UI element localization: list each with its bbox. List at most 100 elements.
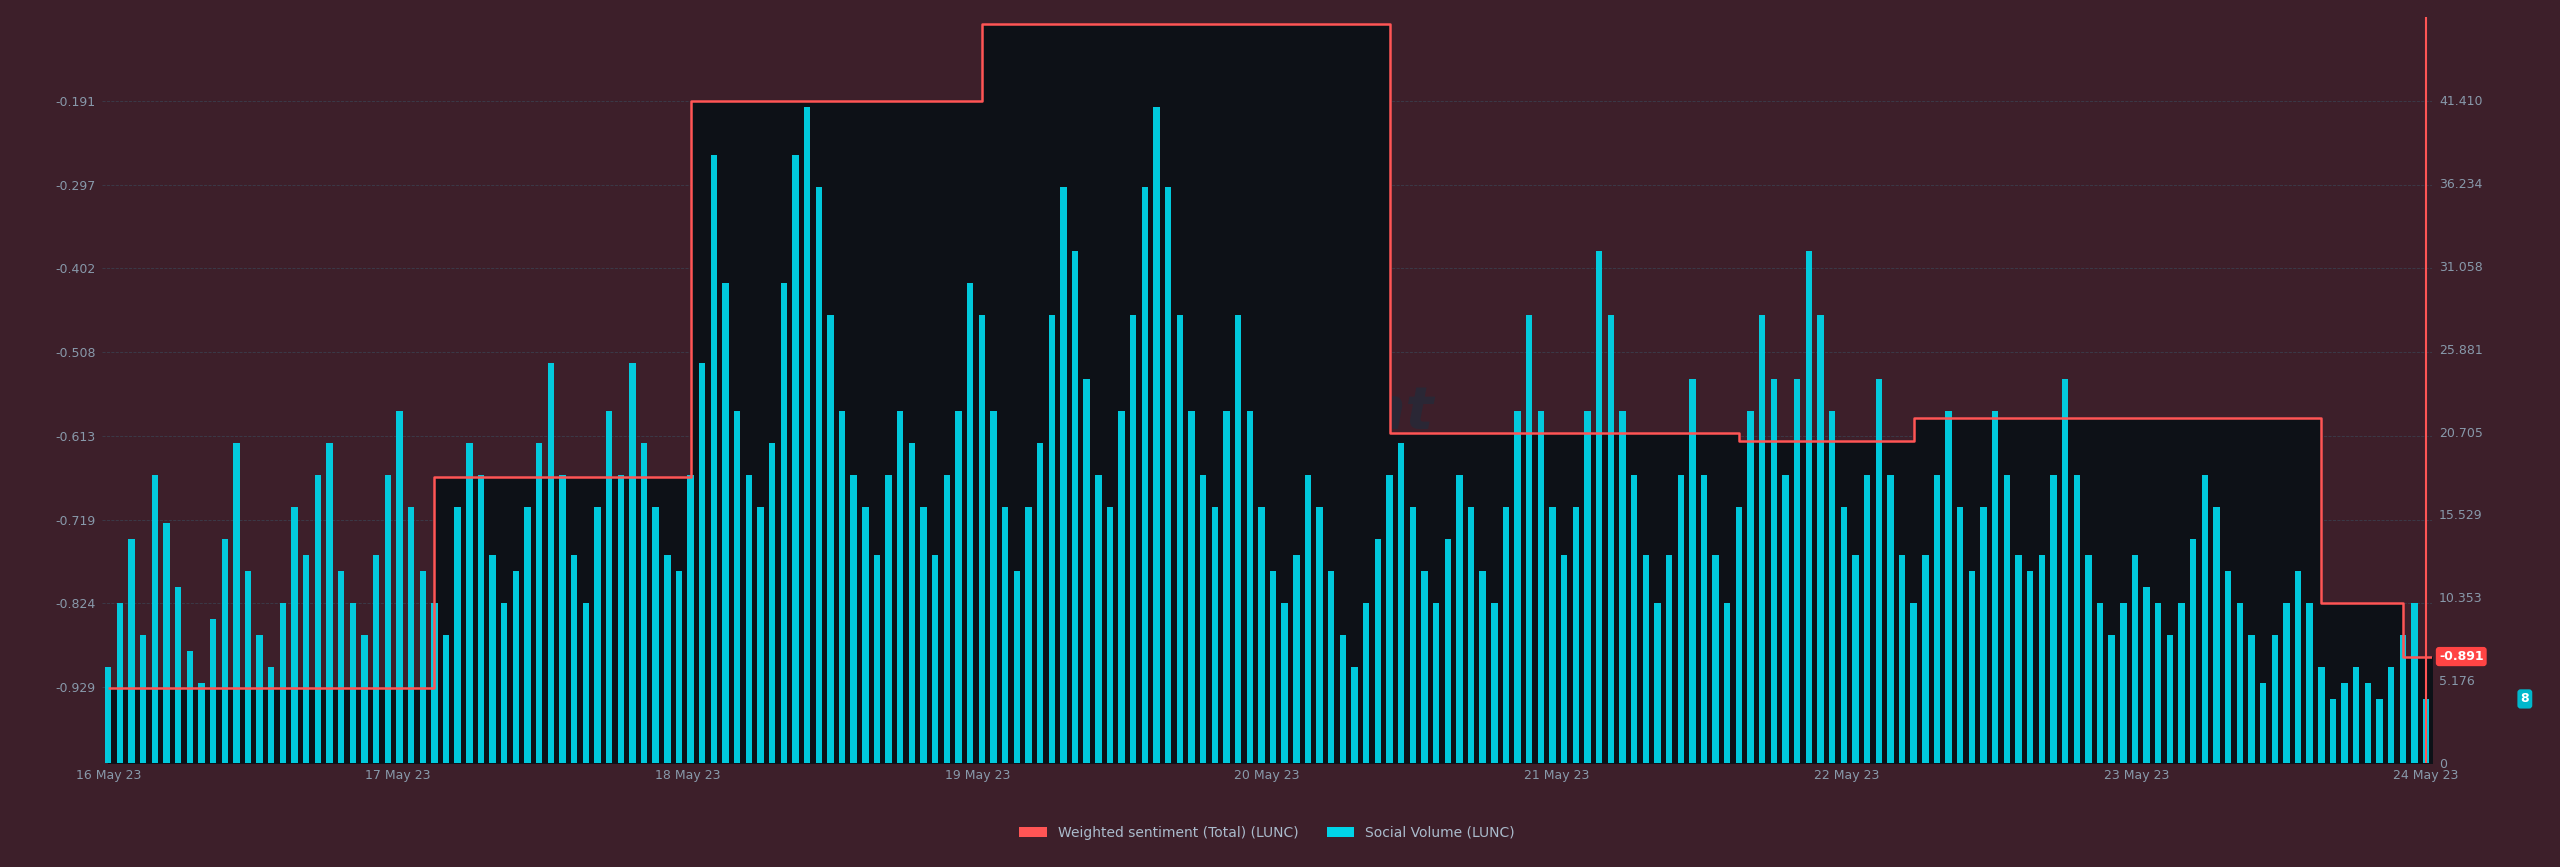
Bar	[2061, 379, 2068, 763]
Bar	[955, 411, 963, 763]
Bar	[1293, 555, 1300, 763]
Bar	[2260, 683, 2266, 763]
Bar	[489, 555, 497, 763]
Bar	[1992, 411, 1999, 763]
Bar	[945, 475, 950, 763]
Bar	[466, 443, 474, 763]
Bar	[1398, 443, 1405, 763]
Bar	[689, 475, 694, 763]
Bar	[2166, 635, 2173, 763]
Bar	[1723, 603, 1731, 763]
Bar	[1772, 379, 1777, 763]
Bar	[325, 443, 333, 763]
Bar	[479, 475, 484, 763]
Bar	[1910, 603, 1917, 763]
Bar	[712, 155, 717, 763]
Bar	[594, 507, 602, 763]
Bar	[922, 507, 927, 763]
Bar	[164, 523, 169, 763]
Bar	[584, 603, 589, 763]
Bar	[978, 315, 986, 763]
Bar	[1667, 555, 1672, 763]
Bar	[1201, 475, 1206, 763]
Bar	[873, 555, 881, 763]
Bar	[1748, 411, 1754, 763]
Bar	[2225, 570, 2232, 763]
Bar	[1713, 555, 1718, 763]
Bar	[2156, 603, 2161, 763]
Bar	[2189, 539, 2196, 763]
Bar	[2109, 635, 2115, 763]
Bar	[1841, 507, 1846, 763]
Bar	[1352, 667, 1357, 763]
Bar	[653, 507, 658, 763]
Bar	[1329, 570, 1334, 763]
Bar	[2284, 603, 2289, 763]
Bar	[269, 667, 274, 763]
Bar	[2353, 667, 2360, 763]
Bar	[1516, 411, 1521, 763]
Bar	[548, 362, 553, 763]
Bar	[2202, 475, 2209, 763]
Bar	[2319, 667, 2324, 763]
Bar	[1211, 507, 1219, 763]
Bar	[896, 411, 904, 763]
Bar	[1119, 411, 1124, 763]
Bar	[2132, 555, 2138, 763]
Bar	[1050, 315, 1055, 763]
Bar	[1631, 475, 1638, 763]
Bar	[827, 315, 835, 763]
Bar	[1981, 507, 1987, 763]
Bar	[361, 635, 369, 763]
Bar	[525, 507, 530, 763]
Bar	[1467, 507, 1475, 763]
Bar	[1549, 507, 1556, 763]
Bar	[863, 507, 868, 763]
Bar	[676, 570, 681, 763]
Bar	[1620, 411, 1626, 763]
Bar	[2330, 699, 2337, 763]
Bar	[420, 570, 425, 763]
Bar	[791, 155, 799, 763]
Bar	[407, 507, 415, 763]
Bar	[105, 667, 113, 763]
Bar	[1690, 379, 1695, 763]
Bar	[128, 539, 136, 763]
Bar	[758, 507, 763, 763]
Bar	[1828, 411, 1836, 763]
Bar	[1257, 507, 1265, 763]
Bar	[1795, 379, 1800, 763]
Bar	[233, 443, 241, 763]
Bar	[2388, 667, 2394, 763]
Bar	[2051, 475, 2056, 763]
Bar	[2038, 555, 2045, 763]
Bar	[1969, 570, 1976, 763]
Bar	[1444, 539, 1452, 763]
Bar	[502, 603, 507, 763]
Bar	[1411, 507, 1416, 763]
Bar	[2412, 603, 2417, 763]
Bar	[699, 362, 707, 763]
Bar	[617, 475, 625, 763]
Bar	[2307, 603, 2312, 763]
Bar	[256, 635, 264, 763]
Bar	[1096, 475, 1101, 763]
Text: santiment: santiment	[1101, 384, 1434, 441]
Bar	[640, 443, 648, 763]
Bar	[1155, 107, 1160, 763]
Bar	[2248, 635, 2255, 763]
Bar	[1818, 315, 1823, 763]
Bar	[1759, 315, 1766, 763]
Bar	[384, 475, 392, 763]
Bar	[1946, 411, 1951, 763]
Bar	[1339, 635, 1347, 763]
Bar	[1677, 475, 1684, 763]
Bar	[1188, 411, 1196, 763]
Bar	[1073, 251, 1078, 763]
Bar	[197, 683, 205, 763]
Bar	[1539, 411, 1544, 763]
Bar	[315, 475, 320, 763]
Bar	[2294, 570, 2301, 763]
Bar	[1316, 507, 1324, 763]
Bar	[1224, 411, 1229, 763]
